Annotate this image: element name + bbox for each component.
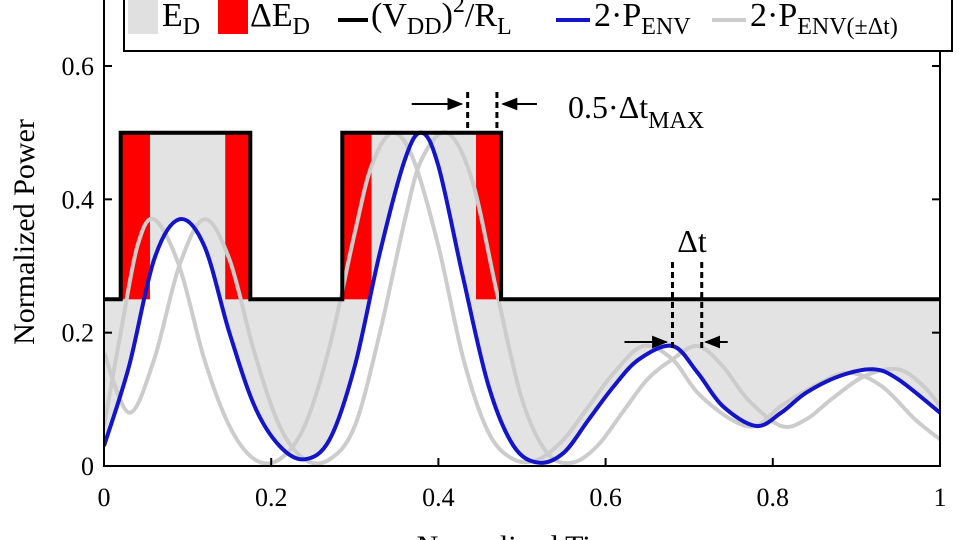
y-axis-label: Normalized Power <box>8 119 41 345</box>
supply-line <box>104 130 940 302</box>
x-axis-label: Normalized Time <box>417 530 628 540</box>
series-line-1 <box>104 130 940 466</box>
x-tick-label: 0.6 <box>589 483 622 512</box>
y-tick-label: 0.2 <box>62 319 95 348</box>
y-tick-label: 0 <box>81 452 94 481</box>
legend-label-penv: 2·PENV <box>594 0 691 40</box>
delta-ed-region-0 <box>120 132 150 300</box>
legend-box <box>123 0 953 52</box>
legend-label-ded: ΔED <box>250 0 310 40</box>
x-tick-label: 0.8 <box>757 483 790 512</box>
x-axis: 0 0.2 0.4 0.6 0.8 1 <box>98 458 947 512</box>
x-tick-label: 0 <box>98 483 111 512</box>
y-tick-label: 0.6 <box>62 52 95 81</box>
legend-label-vdd: (VDD)2/RL <box>371 0 512 40</box>
legend-swatch-ed <box>128 0 158 34</box>
y-axis: 0 0.2 0.4 0.6 <box>62 52 940 481</box>
annotation-dt-max-label: 0.5·ΔtMAX <box>568 89 704 134</box>
y-tick-label: 0.4 <box>62 185 95 214</box>
legend-label-ed: ED <box>162 0 200 40</box>
series-line-0 <box>104 130 940 465</box>
legend-swatch-ded <box>218 0 248 34</box>
axes-box <box>103 0 941 467</box>
legend: ED ΔED (VDD)2/RL 2·PENV 2·PENV(±Δt) <box>123 0 953 52</box>
x-tick-label: 1 <box>934 483 947 512</box>
series-lines <box>104 130 940 466</box>
legend-label-penv-shift: 2·PENV(±Δt) <box>750 0 898 40</box>
annotation-dt-label: Δt <box>677 223 707 259</box>
plot-area <box>104 130 940 466</box>
delta-ed-region-1 <box>225 132 251 300</box>
annotation-dt <box>624 262 728 349</box>
annotation-dt-max <box>411 92 537 128</box>
x-tick-label: 0.4 <box>422 483 455 512</box>
x-tick-label: 0.2 <box>255 483 288 512</box>
